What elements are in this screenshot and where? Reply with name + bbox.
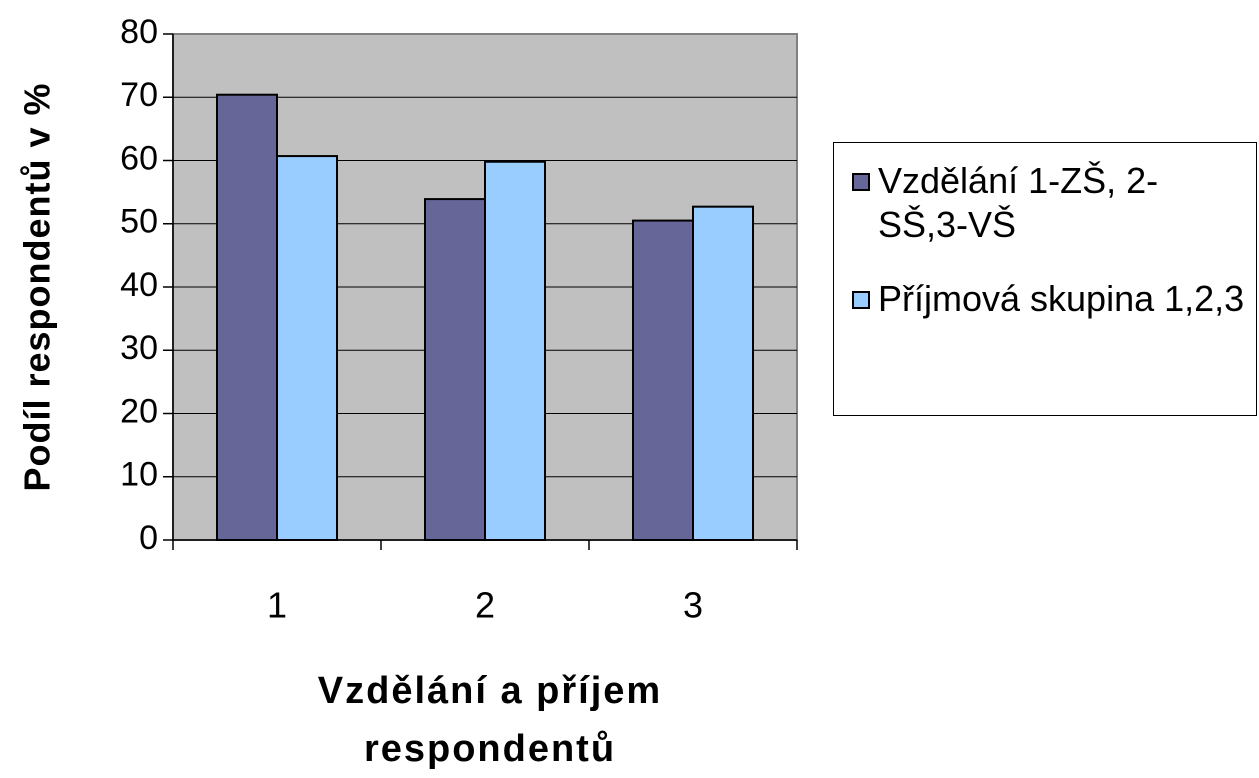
bar	[424, 198, 486, 542]
bar	[216, 93, 278, 541]
bar	[632, 219, 694, 541]
y-tick-label: 10	[120, 456, 158, 494]
legend-item: Příjmová skupina 1,2,3	[852, 277, 1252, 321]
y-tick-label: 50	[120, 203, 158, 241]
bar	[276, 155, 338, 541]
y-tick-label: 70	[120, 76, 158, 114]
y-axis-title: Podíl respondentů v %	[17, 82, 58, 491]
x-tick-label: 1	[267, 585, 287, 626]
legend-swatch	[852, 291, 870, 309]
legend: Vzdělání 1-ZŠ, 2-SŠ,3-VŠ Příjmová skupina…	[833, 142, 1257, 416]
x-axis-title: Vzdělání a příjem respondentů	[317, 670, 663, 770]
y-tick-label: 80	[120, 13, 158, 51]
legend-label: Příjmová skupina 1,2,3	[878, 278, 1245, 319]
y-tick-label: 20	[120, 392, 158, 430]
legend-label: Vzdělání 1-ZŠ, 2-SŠ,3-VŠ	[878, 160, 1159, 245]
bar	[692, 205, 754, 542]
bar	[484, 160, 546, 541]
y-tick-label: 0	[139, 519, 158, 557]
y-tick-label: 40	[120, 266, 158, 304]
legend-item: Vzdělání 1-ZŠ, 2-SŠ,3-VŠ	[852, 159, 1252, 247]
y-tick-label: 60	[120, 139, 158, 177]
x-tick-label: 2	[475, 585, 495, 626]
legend-swatch	[852, 173, 870, 191]
x-tick-label: 3	[683, 585, 703, 626]
y-tick-label: 30	[120, 329, 158, 367]
